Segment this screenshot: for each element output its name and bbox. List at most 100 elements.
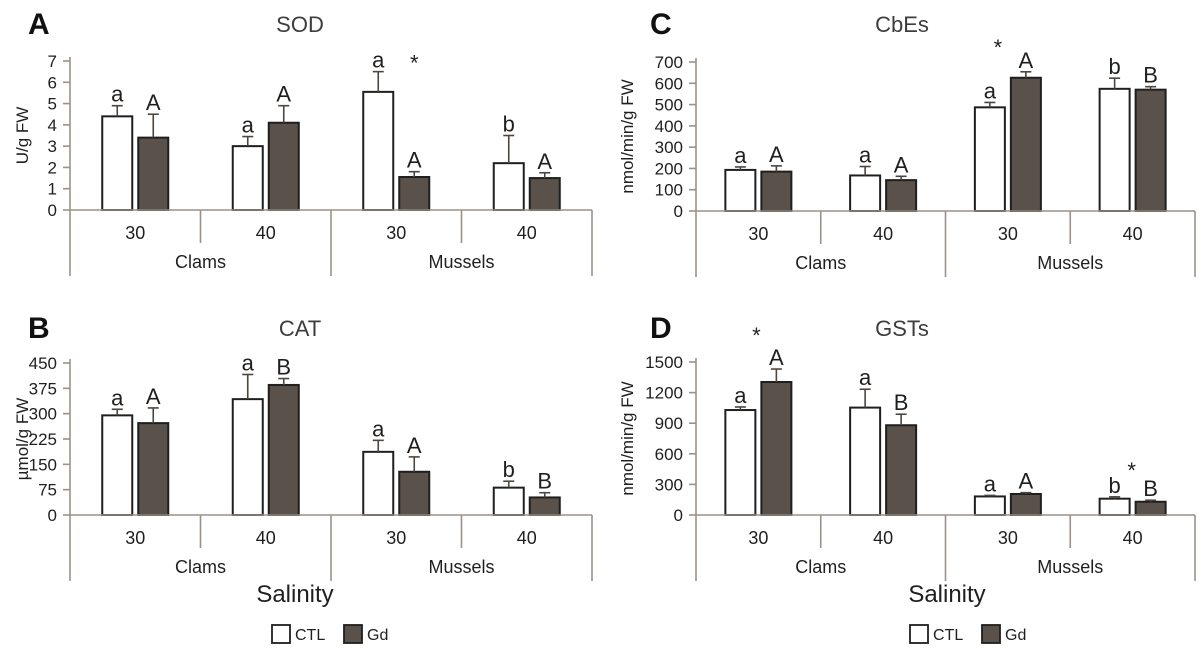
chart-title: CAT [279, 316, 321, 341]
bar-gd [267, 383, 300, 517]
species-label: Mussels [428, 557, 494, 577]
y-tick-label: 3 [48, 137, 57, 156]
y-tick-label: 300 [29, 405, 57, 424]
y-tick-label: 225 [29, 430, 57, 449]
y-tick-label: 0 [674, 202, 683, 221]
salinity-tick-label: 40 [256, 223, 276, 243]
sig-star: * [994, 35, 1003, 60]
y-tick-label: 150 [29, 455, 57, 474]
species-label: Clams [795, 253, 846, 273]
salinity-tick-label: 30 [748, 528, 768, 548]
y-tick-label: 100 [655, 181, 683, 200]
sig-letter: b [503, 112, 515, 137]
y-tick-label: 300 [655, 475, 683, 494]
sig-letter: A [146, 90, 161, 115]
legend-label-ctl: CTL [295, 627, 325, 644]
species-label: Clams [795, 557, 846, 577]
sig-letter: a [984, 471, 997, 496]
y-tick-label: 200 [655, 159, 683, 178]
y-tick-label: 0 [674, 506, 683, 525]
sig-letter: A [1019, 48, 1034, 73]
salinity-tick-label: 40 [873, 224, 893, 244]
y-tick-label: 700 [655, 53, 683, 72]
bar-ctl [362, 450, 395, 516]
y-tick-label: 400 [655, 117, 683, 136]
salinity-tick-label: 40 [517, 223, 537, 243]
sig-letter: a [734, 143, 747, 168]
bar-gd [1009, 76, 1042, 212]
y-tick-label: 6 [48, 73, 57, 92]
bar-ctl [362, 90, 395, 211]
bar-gd [885, 179, 918, 212]
sig-letter: a [372, 416, 385, 441]
bar-gd [267, 121, 300, 211]
y-tick-label: 2 [48, 158, 57, 177]
bar-ctl [231, 398, 264, 516]
bar-ctl [492, 486, 525, 516]
legend-swatch-ctl [271, 624, 291, 644]
sig-letter: b [503, 457, 515, 482]
y-axis-label: U/g FW [13, 107, 32, 165]
sig-letter: a [111, 385, 124, 410]
sig-letter: A [407, 148, 422, 173]
bar-gd [1009, 492, 1042, 517]
species-label: Clams [175, 252, 226, 272]
y-tick-label: 5 [48, 95, 57, 114]
bar-ctl [849, 406, 882, 516]
sig-letter: B [1143, 63, 1158, 88]
y-tick-label: 375 [29, 379, 57, 398]
sig-letter: B [537, 469, 552, 494]
legend-swatch-ctl [909, 624, 929, 644]
legend-swatch-gd [343, 624, 363, 644]
sig-letter: A [769, 345, 784, 370]
panel-c-chart: C CbEs nmol/min/g FW 0 100 200 300 400 500 600 700… [618, 8, 1196, 277]
sig-letter: b [1109, 54, 1121, 79]
salinity-tick-label: 30 [998, 528, 1018, 548]
y-tick-label: 600 [655, 445, 683, 464]
panel-letter: A [28, 8, 50, 41]
bar-gd [528, 177, 561, 211]
sig-letter: B [1143, 476, 1158, 501]
bar-gd [398, 176, 431, 211]
y-tick-label: 75 [38, 481, 57, 500]
salinity-tick-label: 30 [998, 224, 1018, 244]
sig-letter: a [242, 113, 255, 138]
species-label: Mussels [428, 252, 494, 272]
bar-ctl [973, 495, 1006, 517]
sig-letter: A [537, 149, 552, 174]
bar-ctl [1098, 87, 1131, 212]
panel-letter: C [650, 8, 672, 41]
legend-label-ctl: CTL [933, 627, 963, 644]
salinity-tick-label: 30 [125, 528, 145, 548]
sig-letter: A [769, 142, 784, 167]
y-tick-label: 450 [29, 354, 57, 373]
species-label: Clams [175, 557, 226, 577]
sig-letter: B [894, 390, 909, 415]
y-tick-label: 0 [48, 201, 57, 220]
x-axis-title: Salinity [256, 581, 333, 608]
salinity-tick-label: 30 [125, 223, 145, 243]
panel-letter: D [650, 312, 672, 345]
y-axis-label: nmol/min/g FW [618, 79, 637, 193]
sig-letter: A [146, 384, 161, 409]
sig-letter: A [276, 82, 291, 107]
sig-letter: a [859, 143, 872, 168]
bar-gd [528, 496, 561, 517]
salinity-tick-label: 30 [748, 224, 768, 244]
y-tick-label: 0 [48, 506, 57, 525]
bar-gd [885, 424, 918, 516]
salinity-tick-label: 30 [386, 528, 406, 548]
sig-letter: A [894, 152, 909, 177]
sig-letter: B [276, 355, 291, 380]
y-tick-label: 1500 [645, 353, 683, 372]
species-label: Mussels [1037, 557, 1103, 577]
chart-title: SOD [276, 12, 324, 37]
y-tick-label: 500 [655, 96, 683, 115]
sig-letter: A [407, 433, 422, 458]
legend-label-gd: Gd [1005, 627, 1026, 644]
bar-gd [760, 380, 793, 516]
salinity-tick-label: 40 [517, 528, 537, 548]
